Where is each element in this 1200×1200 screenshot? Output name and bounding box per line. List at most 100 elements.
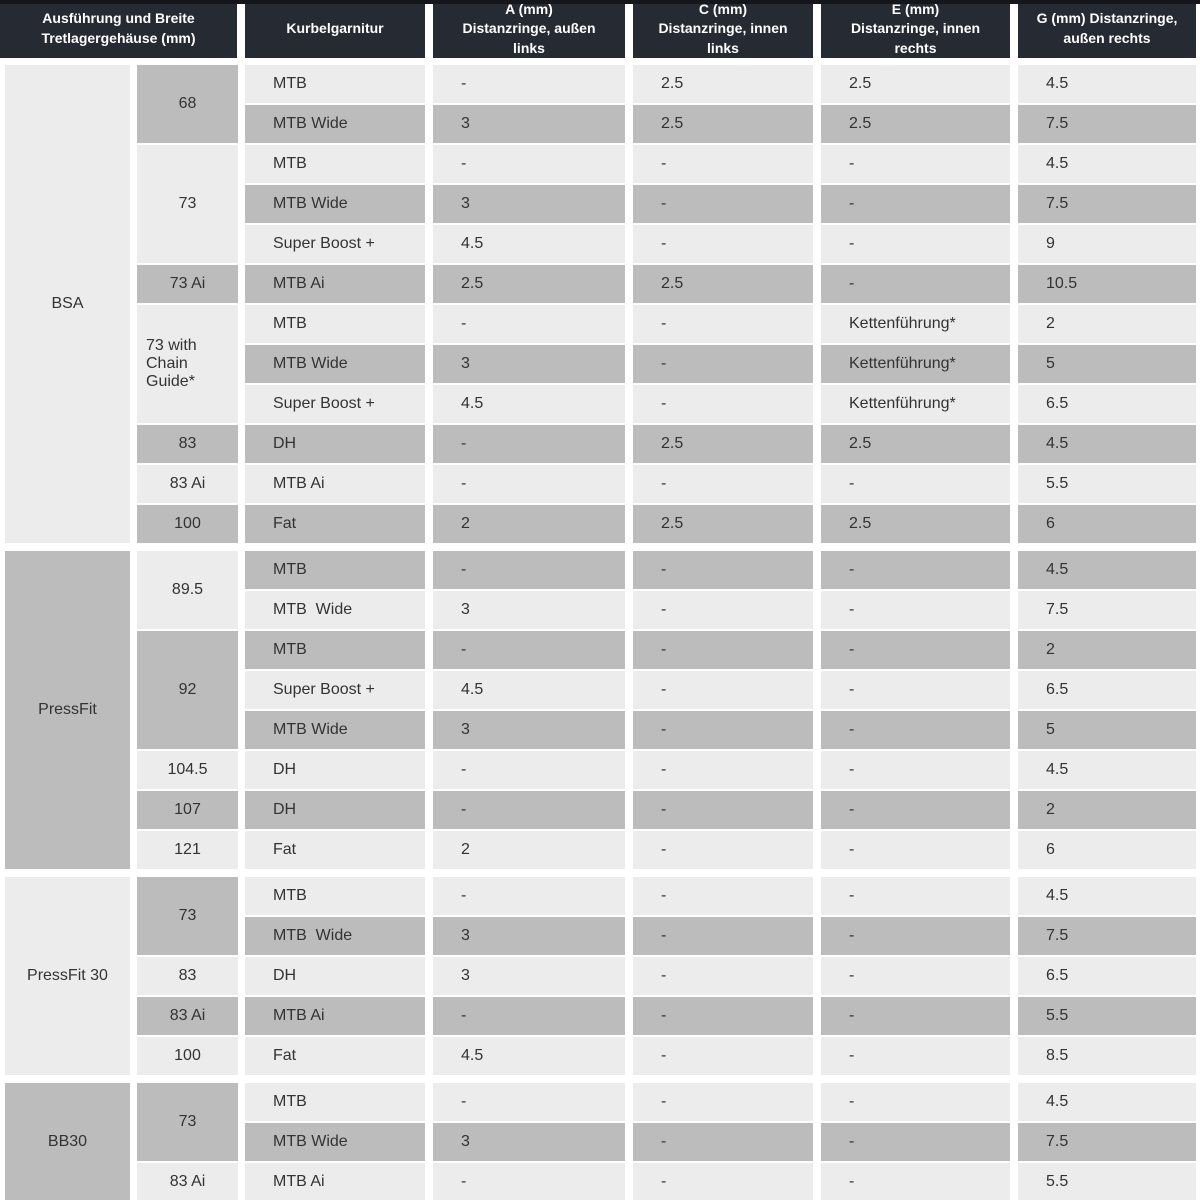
value-g-cell: 7.5 (1018, 917, 1196, 955)
value-c-cell: - (633, 551, 813, 589)
table-header: Ausführung und Breite Tretlagergehäuse (… (0, 0, 1200, 58)
crankset-cell: MTB (245, 145, 425, 183)
table-row: Super Boost +4.5- -9 (245, 225, 1196, 263)
section-rows: 68 MTB -2.5 2.5 4.5 MTB Wide 3 2.5 2.5 7.5 73 MTB - -… (137, 65, 1196, 543)
value-c-cell: - (633, 225, 813, 263)
value-e-cell: - (821, 1163, 1010, 1200)
section-rows: 73 MTB - - -4.5 MTB Wide 3- -7.5 83 Ai MTB Ai - - -5… (137, 1083, 1196, 1200)
value-a-cell: 3 (433, 345, 625, 383)
value-e-cell: - (821, 551, 1010, 589)
value-e-cell: 2.5 (821, 105, 1010, 143)
width-cell: 83 Ai (137, 1163, 238, 1200)
width-group: 73 MTB - - -4.5 MTB Wide 3- -7.5 (137, 877, 1196, 955)
value-e-cell: 2.5 (821, 505, 1010, 543)
header-e-distanzringe: E (mm) Distanzringe, innen rechts (821, 0, 1010, 58)
width-rows: MTB - - -4.5 MTB Wide 3- -7.5 (245, 551, 1196, 629)
value-a-cell: 3 (433, 185, 625, 223)
table-row: MTB Wide 3- -5 (245, 711, 1196, 749)
value-c-cell: 2.5 (633, 265, 813, 303)
value-a-cell: - (433, 791, 625, 829)
value-e-cell: - (821, 465, 1010, 503)
value-a-cell: 2 (433, 505, 625, 543)
value-a-cell: - (433, 465, 625, 503)
width-rows: Fat 4.5- -8.5 (245, 1037, 1196, 1075)
value-e-cell: - (821, 957, 1010, 995)
table-row: Fat 4.5- -8.5 (245, 1037, 1196, 1075)
width-group: 83 Ai MTB Ai - - -5.5 (137, 997, 1196, 1035)
width-cell: 73 (137, 877, 238, 955)
value-g-cell: 2 (1018, 791, 1196, 829)
width-group: 100 Fat 4.5- -8.5 (137, 1037, 1196, 1075)
width-cell: 73 (137, 145, 238, 263)
group-cell: BB30 (5, 1083, 130, 1200)
width-rows: MTB Ai 2.5 2.5-10.5 (245, 265, 1196, 303)
value-e-cell: - (821, 145, 1010, 183)
table-row: MTB Wide 3- -7.5 (245, 917, 1196, 955)
table-row: DH -2.5 2.5 4.5 (245, 425, 1196, 463)
value-e-cell: 2.5 (821, 65, 1010, 103)
value-a-cell: 4.5 (433, 671, 625, 709)
width-cell: 83 (137, 957, 238, 995)
value-e-cell: - (821, 831, 1010, 869)
value-a-cell: - (433, 551, 625, 589)
section-rows: 73 MTB - - -4.5 MTB Wide 3- -7.5 83 DH 3- -6.5 83 Ai… (137, 877, 1196, 1075)
crankset-cell: MTB (245, 1083, 425, 1121)
value-a-cell: - (433, 1083, 625, 1121)
value-g-cell: 4.5 (1018, 145, 1196, 183)
crankset-cell: MTB Wide (245, 105, 425, 143)
width-cell: 73 (137, 1083, 238, 1161)
value-e-cell: 2.5 (821, 425, 1010, 463)
width-rows: MTB - - Kettenführung* 2 MTB Wide 3- Kettenführ… (245, 305, 1196, 423)
header-ausfuehrung-breite: Ausführung und Breite Tretlagergehäuse (… (0, 0, 237, 58)
value-c-cell: - (633, 1163, 813, 1200)
value-c-cell: - (633, 711, 813, 749)
value-a-cell: - (433, 1163, 625, 1200)
group-cell: PressFit 30 (5, 877, 130, 1075)
width-group: 73 MTB - - -4.5 MTB Wide 3- -7.5 (137, 1083, 1196, 1161)
value-g-cell: 6.5 (1018, 385, 1196, 423)
width-group: 104.5 DH - - -4.5 (137, 751, 1196, 789)
header-g-distanzringe: G (mm) Distanzringe, außen rechts (1018, 0, 1196, 58)
value-c-cell: - (633, 591, 813, 629)
width-rows: DH -2.5 2.5 4.5 (245, 425, 1196, 463)
value-g-cell: 5 (1018, 711, 1196, 749)
crankset-cell: MTB Ai (245, 465, 425, 503)
table-row: MTB - - -4.5 (245, 145, 1196, 183)
table-row: MTB Ai - - -5.5 (245, 465, 1196, 503)
value-g-cell: 2 (1018, 631, 1196, 669)
crankset-cell: MTB (245, 65, 425, 103)
width-cell: 83 Ai (137, 465, 238, 503)
header-kurbelgarnitur: Kurbelgarnitur (245, 0, 425, 58)
value-c-cell: - (633, 791, 813, 829)
value-g-cell: 6.5 (1018, 957, 1196, 995)
value-e-cell: - (821, 185, 1010, 223)
crankset-cell: MTB Ai (245, 997, 425, 1035)
width-group: 73 Ai MTB Ai 2.5 2.5-10.5 (137, 265, 1196, 303)
value-e-cell: - (821, 791, 1010, 829)
width-cell: 100 (137, 1037, 238, 1075)
width-group: 73 with Chain Guide* MTB - - Kettenführung* 2… (137, 305, 1196, 423)
crankset-cell: MTB Wide (245, 345, 425, 383)
value-c-cell: - (633, 1083, 813, 1121)
table-row: MTB Wide 3 2.5 2.5 7.5 (245, 105, 1196, 143)
value-c-cell: 2.5 (633, 425, 813, 463)
value-a-cell: 3 (433, 591, 625, 629)
crankset-cell: MTB Wide (245, 711, 425, 749)
crankset-cell: DH (245, 425, 425, 463)
value-a-cell: - (433, 305, 625, 343)
value-g-cell: 5.5 (1018, 465, 1196, 503)
value-a-cell: 3 (433, 105, 625, 143)
value-e-cell: - (821, 671, 1010, 709)
value-c-cell: - (633, 957, 813, 995)
crankset-cell: DH (245, 957, 425, 995)
value-e-cell: - (821, 591, 1010, 629)
value-g-cell: 8.5 (1018, 1037, 1196, 1075)
table-row: MTB Wide 3- -7.5 (245, 1123, 1196, 1161)
value-e-cell: Kettenführung* (821, 385, 1010, 423)
width-cell: 83 (137, 425, 238, 463)
width-rows: DH - - -4.5 (245, 751, 1196, 789)
value-a-cell: 3 (433, 957, 625, 995)
width-group: 92 MTB - - -2 Super Boost +4.5- -6.5 MTB Wide 3-… (137, 631, 1196, 749)
width-group: 83 DH -2.5 2.5 4.5 (137, 425, 1196, 463)
table-row: DH - - -2 (245, 791, 1196, 829)
